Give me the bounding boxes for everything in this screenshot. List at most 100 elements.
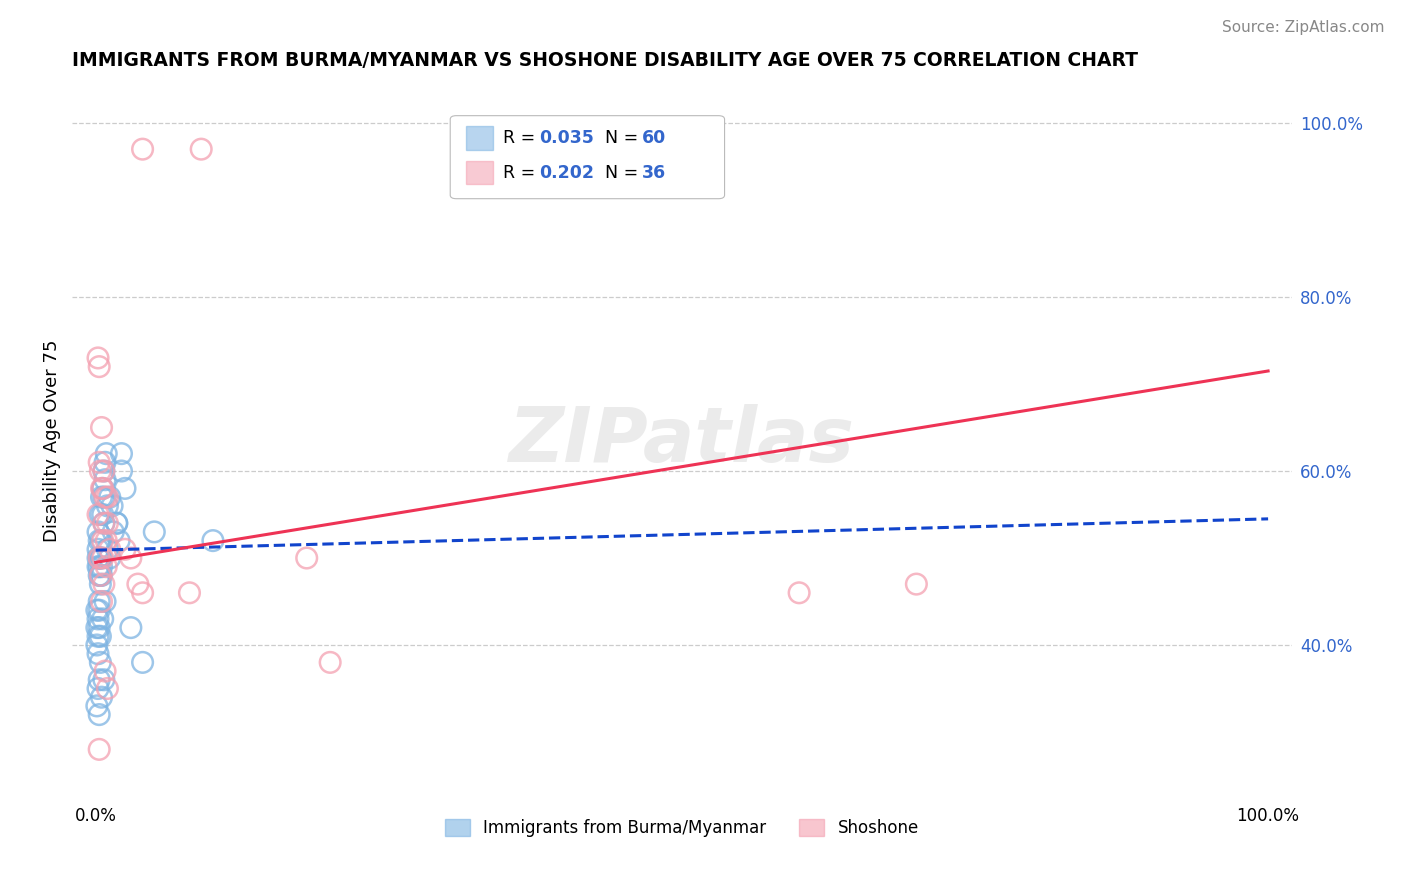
Point — [87, 612, 110, 626]
Point — [98, 551, 121, 566]
Point — [89, 455, 111, 469]
Point — [89, 551, 111, 566]
Point — [96, 559, 118, 574]
Point — [90, 482, 112, 496]
Point — [120, 551, 142, 566]
Point — [93, 577, 115, 591]
Text: Source: ZipAtlas.com: Source: ZipAtlas.com — [1222, 20, 1385, 35]
Point — [90, 490, 112, 504]
Point — [91, 533, 114, 548]
Point — [94, 473, 117, 487]
Point — [87, 551, 110, 566]
Point — [120, 621, 142, 635]
Point — [190, 142, 212, 156]
Y-axis label: Disability Age Over 75: Disability Age Over 75 — [44, 339, 60, 541]
Point — [86, 698, 108, 713]
Point — [319, 656, 342, 670]
Point — [90, 551, 112, 566]
Legend: Immigrants from Burma/Myanmar, Shoshone: Immigrants from Burma/Myanmar, Shoshone — [439, 813, 925, 844]
Point — [89, 742, 111, 756]
Point — [96, 499, 118, 513]
Point — [89, 568, 111, 582]
Point — [86, 621, 108, 635]
Text: ZIPatlas: ZIPatlas — [509, 403, 855, 477]
Point — [114, 542, 136, 557]
Text: 36: 36 — [641, 164, 666, 182]
Point — [93, 490, 115, 504]
Text: 0.202: 0.202 — [540, 164, 595, 182]
Point — [87, 681, 110, 696]
Point — [143, 524, 166, 539]
Point — [91, 482, 114, 496]
Point — [94, 594, 117, 608]
Point — [89, 464, 111, 478]
Point — [110, 464, 132, 478]
Point — [905, 577, 928, 591]
Point — [96, 533, 118, 548]
Point — [90, 559, 112, 574]
Point — [93, 464, 115, 478]
Point — [87, 524, 110, 539]
Point — [86, 638, 108, 652]
Point — [89, 656, 111, 670]
Point — [89, 621, 111, 635]
Point — [91, 482, 114, 496]
Point — [94, 490, 117, 504]
Point — [108, 533, 131, 548]
Point — [94, 664, 117, 678]
Point — [110, 447, 132, 461]
Point — [93, 516, 115, 531]
Point — [131, 656, 153, 670]
Point — [87, 542, 110, 557]
Point — [96, 516, 118, 531]
Text: R =: R = — [503, 129, 540, 147]
Point — [91, 508, 114, 522]
Point — [101, 499, 124, 513]
Point — [89, 508, 111, 522]
Point — [89, 568, 111, 582]
Point — [87, 508, 110, 522]
Point — [96, 447, 118, 461]
Point — [131, 586, 153, 600]
Point — [114, 482, 136, 496]
Point — [87, 629, 110, 643]
Point — [89, 673, 111, 687]
Point — [103, 524, 125, 539]
Point — [89, 559, 111, 574]
Bar — [465, 127, 494, 150]
Point — [90, 594, 112, 608]
Point — [86, 603, 108, 617]
Point — [90, 533, 112, 548]
Point — [89, 594, 111, 608]
Point — [90, 568, 112, 582]
Point — [89, 533, 111, 548]
Point — [89, 577, 111, 591]
Point — [96, 490, 118, 504]
Point — [93, 464, 115, 478]
Point — [201, 533, 224, 548]
Point — [87, 351, 110, 365]
Point — [131, 142, 153, 156]
Point — [105, 516, 128, 531]
Point — [89, 551, 111, 566]
Point — [96, 542, 118, 557]
Point — [93, 516, 115, 531]
Point — [94, 455, 117, 469]
Text: R =: R = — [503, 164, 540, 182]
Bar — [465, 161, 494, 185]
Text: 0.035: 0.035 — [540, 129, 595, 147]
Point — [91, 551, 114, 566]
Point — [89, 359, 111, 374]
Point — [90, 690, 112, 705]
FancyBboxPatch shape — [450, 116, 724, 199]
Point — [98, 542, 121, 557]
Point — [179, 586, 201, 600]
Point — [89, 568, 111, 582]
Text: 60: 60 — [641, 129, 666, 147]
Point — [89, 551, 111, 566]
Point — [87, 647, 110, 661]
Text: N =: N = — [605, 129, 644, 147]
Text: N =: N = — [605, 164, 644, 182]
Point — [96, 681, 118, 696]
Point — [89, 707, 111, 722]
